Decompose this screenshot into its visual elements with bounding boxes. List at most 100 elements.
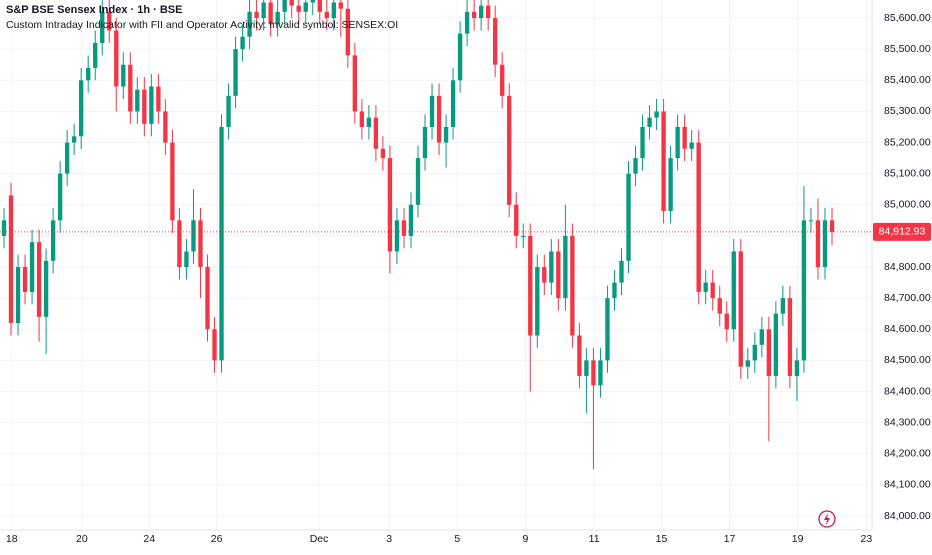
candle-body bbox=[43, 260, 49, 317]
candle-body bbox=[787, 298, 793, 376]
candle-body bbox=[429, 95, 435, 127]
candle-body bbox=[675, 126, 680, 159]
candle-body bbox=[471, 11, 477, 19]
candle-body bbox=[324, 11, 329, 19]
candle-body bbox=[577, 335, 582, 376]
last-price-tag bbox=[873, 222, 931, 241]
candle-body bbox=[121, 64, 126, 87]
y-tick-label: 84,000.00 bbox=[884, 510, 931, 522]
candle-body bbox=[626, 173, 631, 261]
candle-body bbox=[191, 220, 196, 252]
x-tick-label: 3 bbox=[386, 533, 392, 545]
candle-body bbox=[135, 89, 140, 112]
candle-body bbox=[345, 8, 351, 56]
candle-body bbox=[71, 136, 77, 143]
candle-body bbox=[703, 282, 708, 292]
candle-body bbox=[780, 298, 786, 314]
y-tick-label: 85,100.00 bbox=[884, 167, 931, 179]
candle-body bbox=[387, 158, 393, 252]
candle-body bbox=[794, 360, 800, 376]
candle-body bbox=[205, 267, 210, 330]
last-price-label: 84,912.93 bbox=[879, 226, 926, 238]
icon-ring bbox=[818, 510, 836, 528]
candle-body bbox=[310, 0, 315, 3]
candle-body bbox=[563, 235, 568, 299]
candle-body bbox=[759, 329, 765, 345]
candle-body bbox=[500, 64, 505, 96]
x-tick-label: 18 bbox=[6, 533, 18, 545]
candle-body bbox=[128, 64, 133, 112]
candle-body bbox=[114, 30, 119, 87]
x-tick-label: Dec bbox=[310, 533, 329, 545]
y-tick-label: 84,300.00 bbox=[884, 416, 931, 428]
candle-body bbox=[647, 117, 652, 127]
candle-body bbox=[268, 2, 273, 25]
candle-body bbox=[8, 195, 14, 324]
candle-body bbox=[528, 235, 533, 336]
candle-body bbox=[226, 95, 231, 127]
candle-body bbox=[815, 220, 821, 268]
candle-body bbox=[79, 80, 84, 137]
candle-body bbox=[394, 220, 400, 252]
y-tick-label: 85,600.00 bbox=[884, 12, 931, 24]
chart-subtitle: Custom Intraday Indicator with FII and O… bbox=[6, 19, 398, 31]
candle-body bbox=[766, 329, 772, 376]
x-tick-label: 20 bbox=[76, 533, 88, 545]
candle-body bbox=[359, 111, 365, 127]
candle-body bbox=[808, 220, 814, 222]
candle-body bbox=[380, 148, 386, 159]
candle-body bbox=[303, 2, 308, 12]
candle-body bbox=[598, 360, 603, 386]
candle-body bbox=[289, 0, 294, 6]
candle-body bbox=[149, 86, 154, 124]
candle-body bbox=[275, 11, 280, 25]
candle-body bbox=[549, 251, 554, 283]
candle-body bbox=[198, 220, 203, 268]
plot-area bbox=[0, 0, 872, 470]
y-tick-label: 85,400.00 bbox=[884, 74, 931, 86]
candle-body bbox=[422, 126, 428, 159]
candle-body bbox=[696, 142, 701, 292]
candle-body bbox=[478, 5, 484, 19]
candle-body bbox=[36, 242, 42, 317]
candle-body bbox=[15, 267, 21, 324]
candle-body bbox=[240, 36, 245, 50]
candle-body bbox=[507, 95, 512, 205]
y-tick-label: 84,100.00 bbox=[884, 479, 931, 491]
candle-body bbox=[535, 267, 540, 336]
candle-body bbox=[219, 126, 224, 361]
candle-body bbox=[64, 142, 70, 174]
candle-body bbox=[233, 49, 238, 96]
candle-body bbox=[163, 111, 168, 143]
candle-body bbox=[415, 158, 421, 205]
candle-body bbox=[170, 142, 175, 221]
candle-body bbox=[619, 260, 624, 283]
candle-body bbox=[401, 220, 407, 236]
candle-body bbox=[107, 11, 112, 31]
candle-body bbox=[485, 5, 491, 19]
y-tick-label: 85,200.00 bbox=[884, 136, 931, 148]
candle-body bbox=[591, 360, 596, 386]
alert-icon[interactable] bbox=[818, 510, 836, 528]
x-tick-label: 11 bbox=[589, 533, 600, 545]
candle-body bbox=[464, 11, 470, 34]
candle-body bbox=[717, 298, 722, 314]
candle-body bbox=[773, 313, 779, 376]
y-tick-label: 84,600.00 bbox=[884, 323, 931, 335]
candle-body bbox=[457, 33, 463, 81]
candle-body bbox=[689, 142, 694, 149]
candle-body bbox=[556, 251, 561, 299]
x-tick-label: 17 bbox=[724, 533, 736, 545]
candle-body bbox=[633, 158, 638, 174]
x-tick-label: 15 bbox=[656, 533, 668, 545]
candle-body bbox=[710, 282, 715, 299]
x-tick-label: 23 bbox=[861, 533, 873, 545]
candle-body bbox=[661, 111, 666, 212]
candle-body bbox=[184, 251, 189, 268]
candle-body bbox=[443, 126, 449, 143]
y-tick-label: 84,400.00 bbox=[884, 385, 931, 397]
candle-body bbox=[668, 158, 673, 212]
